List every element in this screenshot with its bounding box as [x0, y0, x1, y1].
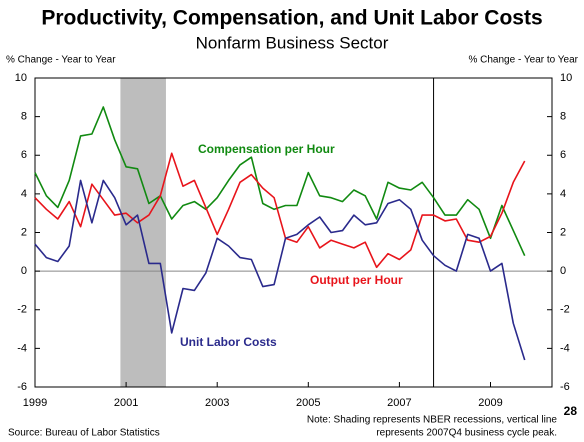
x-tick-label: 1999: [23, 397, 47, 409]
recession-shading: [120, 78, 166, 387]
y-tick-label: 2: [21, 226, 27, 238]
series-label: Compensation per Hour: [198, 142, 335, 156]
x-tick-label: 2001: [114, 397, 138, 409]
y2-tick-label: 6: [560, 149, 566, 161]
y-tick-label: 4: [21, 188, 27, 200]
x-tick-label: 2005: [296, 397, 320, 409]
y-tick-label: 6: [21, 149, 27, 161]
x-tick-label: 2009: [478, 397, 502, 409]
chart-title: Productivity, Compensation, and Unit Lab…: [41, 7, 542, 30]
y2-tick-label: -6: [560, 381, 570, 393]
series-line: [34, 106, 526, 257]
series-label: Output per Hour: [310, 273, 403, 287]
y-tick-label: 10: [15, 72, 27, 84]
y2-tick-label: 10: [560, 72, 572, 84]
y2-tick-label: -4: [560, 342, 570, 354]
series-line: [34, 152, 526, 269]
y-tick-label: -6: [17, 381, 27, 393]
y2-tick-label: 4: [560, 188, 566, 200]
y-axis-label: % Change - Year to Year: [6, 55, 116, 66]
y2-tick-label: 8: [560, 111, 566, 123]
y2-axis-label: % Change - Year to Year: [468, 55, 578, 66]
y2-tick-label: 0: [560, 265, 566, 277]
source: Source: Bureau of Labor Statistics: [8, 428, 160, 439]
y2-tick-label: -2: [560, 304, 570, 316]
page-number: 28: [564, 404, 578, 418]
x-tick-label: 2003: [205, 397, 229, 409]
note: represents 2007Q4 business cycle peak.: [376, 428, 557, 439]
y-tick-label: -4: [17, 342, 27, 354]
series-line: [34, 179, 526, 361]
chart-subtitle: Nonfarm Business Sector: [196, 33, 389, 52]
y-tick-label: -2: [17, 304, 27, 316]
note: Note: Shading represents NBER recessions…: [307, 415, 558, 426]
y2-tick-label: 2: [560, 226, 566, 238]
y-tick-label: 0: [21, 265, 27, 277]
y-tick-label: 8: [21, 111, 27, 123]
plot-frame: [34, 77, 553, 388]
x-tick-label: 2007: [387, 397, 411, 409]
series-label: Unit Labor Costs: [180, 335, 277, 349]
